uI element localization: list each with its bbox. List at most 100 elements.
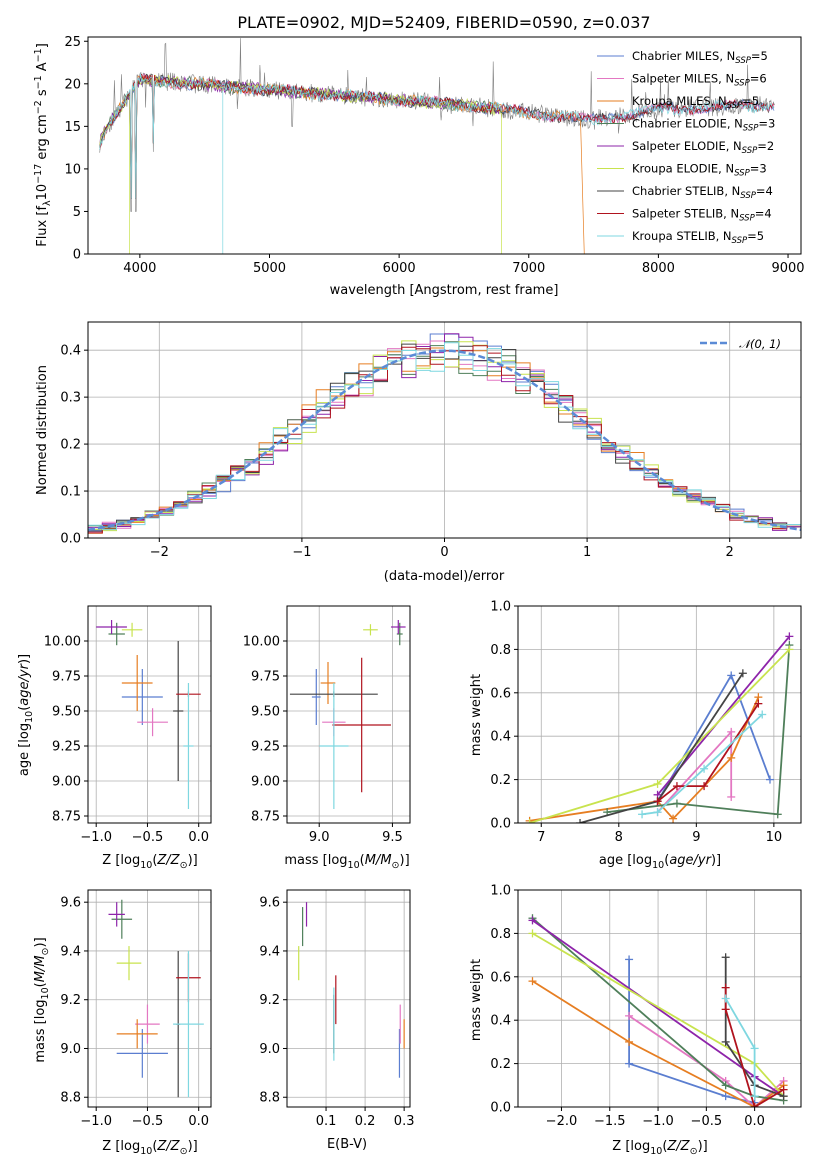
- legend-entry: Chabrier STELIB, NSSP=4: [632, 184, 773, 201]
- x-axis-label-part: )]: [188, 1139, 198, 1154]
- y-tick-label: 9.4: [60, 944, 81, 959]
- axes-frame: [87, 889, 212, 1108]
- errorbar: [116, 1019, 158, 1049]
- y-axis-label-part: )]: [17, 654, 32, 664]
- mass-weight-line: [628, 1015, 785, 1107]
- errorbar: [116, 946, 142, 981]
- x-tick-label: 8: [615, 830, 623, 845]
- y-tick-label: 0.8: [490, 643, 511, 658]
- plus-marker: [653, 808, 662, 817]
- mass-weight-line: [628, 959, 755, 1104]
- x-axis-label: Z [log10(Z/Z⊙)]: [102, 1139, 197, 1157]
- y-tick-label: 9.2: [259, 993, 280, 1008]
- plus-marker: [528, 916, 537, 925]
- plus-marker: [721, 1037, 730, 1046]
- y-tick-label: 15: [64, 120, 81, 135]
- plus-marker: [528, 977, 537, 986]
- x-axis-label: Z [log10(Z/Z⊙)]: [612, 1139, 707, 1157]
- x-axis-label-part: 10: [652, 860, 664, 871]
- residuals-axes: −2 −1 0 1 2 0.0 0.1 0.2 0.3 0.4: [60, 321, 802, 560]
- y-tick-label: 20: [64, 77, 81, 92]
- plus-marker: [721, 1092, 730, 1101]
- plus-marker: [727, 753, 736, 762]
- x-axis-label: (data-model)/error: [384, 569, 505, 584]
- legend-entry: Chabrier MILES, NSSP=5: [632, 49, 768, 66]
- y-tick-label: 9.6: [60, 896, 81, 911]
- y-tick-label: 0.0: [490, 817, 511, 832]
- age_vs_Z-axes: −1.0 −0.5 0.0 8.75 9.00 9.25 9.50 9.75 10.00: [44, 605, 212, 845]
- errorbar: [390, 620, 406, 634]
- x-axis-label-part: age/yr: [669, 853, 712, 868]
- axes-frame: [87, 36, 802, 255]
- x-axis-label-part: (: [664, 853, 669, 868]
- y-tick-label: 9.25: [52, 740, 81, 755]
- y-tick-label: 9.00: [251, 775, 280, 790]
- errorbar: [96, 620, 127, 634]
- x-axis-label-part: (: [152, 853, 157, 868]
- errorbar: [108, 622, 125, 646]
- plus-marker: [721, 994, 730, 1003]
- errorbar: [319, 683, 349, 809]
- model-spectrum: [99, 73, 775, 199]
- plus-marker: [779, 1085, 788, 1094]
- age_vs_mass-errorbars: [289, 620, 406, 809]
- errorbar: [173, 641, 184, 781]
- histograms: [88, 333, 801, 534]
- legend-entry-count: =6: [750, 72, 767, 86]
- x-tick-label: 0.0: [744, 1114, 765, 1129]
- y-axis-label-part: −17: [33, 164, 44, 184]
- y-tick-label: 0.0: [60, 532, 81, 547]
- y-tick-label: 9.00: [52, 775, 81, 790]
- x-tick-label: −1.0: [642, 1114, 674, 1129]
- plus-marker: [721, 1005, 730, 1014]
- errorbar: [121, 655, 153, 711]
- y-tick-label: 1.0: [490, 884, 511, 899]
- x-axis-label-part: ⊙: [690, 1146, 698, 1157]
- x-axis-label-part: Z/Z: [666, 1139, 690, 1154]
- mass_weight_vs_age-axes: 7 8 9 10 0.0 0.2 0.4 0.6 0.8 1.0: [490, 600, 802, 845]
- legend-entry-sub: SSP: [739, 214, 755, 224]
- mass_vs_Z-errorbars: [108, 899, 204, 1098]
- plus-marker: [754, 699, 763, 708]
- y-axis-label-part: M/M: [33, 955, 48, 982]
- y-tick-label: 1.0: [490, 600, 511, 615]
- y-tick-label: 0.3: [60, 391, 81, 406]
- y-axis-label-part: 10: [24, 711, 35, 723]
- x-tick-label: 9: [692, 830, 700, 845]
- y-tick-label: 0.6: [490, 970, 511, 985]
- histogram-step: [88, 342, 801, 531]
- x-tick-label: 0: [440, 545, 448, 560]
- x-tick-label: 4000: [123, 261, 156, 276]
- plus-marker: [727, 792, 736, 801]
- mass_vs_Z-axes: −1.0 −0.5 0.0 8.8 9.0 9.2 9.4 9.6: [60, 889, 212, 1129]
- x-axis-label-part: ⊙: [392, 860, 400, 871]
- plus-marker: [785, 645, 794, 654]
- y-tick-label: 0.4: [60, 344, 81, 359]
- plus-marker: [727, 671, 736, 680]
- y-tick-label: 9.75: [251, 670, 280, 685]
- plus-marker: [773, 810, 782, 819]
- y-axis-label-part: age/yr: [17, 662, 32, 705]
- plus-marker: [738, 669, 747, 678]
- x-tick-label: 5000: [253, 261, 286, 276]
- x-tick-label: 9.0: [309, 830, 330, 845]
- mass_weight_vs_age-lines: [525, 632, 794, 823]
- x-tick-label: 10: [766, 830, 783, 845]
- legend-entry-sub: SSP: [734, 169, 750, 179]
- legend-entry-name: Chabrier MILES, N: [632, 49, 735, 63]
- x-tick-label: −1.0: [80, 830, 112, 845]
- legend-entry: Kroupa MILES, NSSP=5: [632, 94, 759, 111]
- errorbar: [121, 622, 143, 637]
- errorbar: [363, 624, 378, 636]
- errorbar: [320, 662, 336, 704]
- y-axis-label-part: erg cm: [35, 114, 50, 163]
- errorbar: [183, 683, 194, 809]
- x-axis-label-part: mass [log: [284, 853, 347, 868]
- y-axis-label: Normed distribution: [35, 365, 50, 495]
- x-axis-label: E(B-V): [327, 1137, 367, 1152]
- y-tick-label: 10: [64, 162, 81, 177]
- mass-weight-line: [641, 713, 763, 816]
- model-spectrum: [99, 73, 775, 199]
- errorbar: [311, 669, 321, 725]
- y-tick-label: 0.2: [490, 773, 511, 788]
